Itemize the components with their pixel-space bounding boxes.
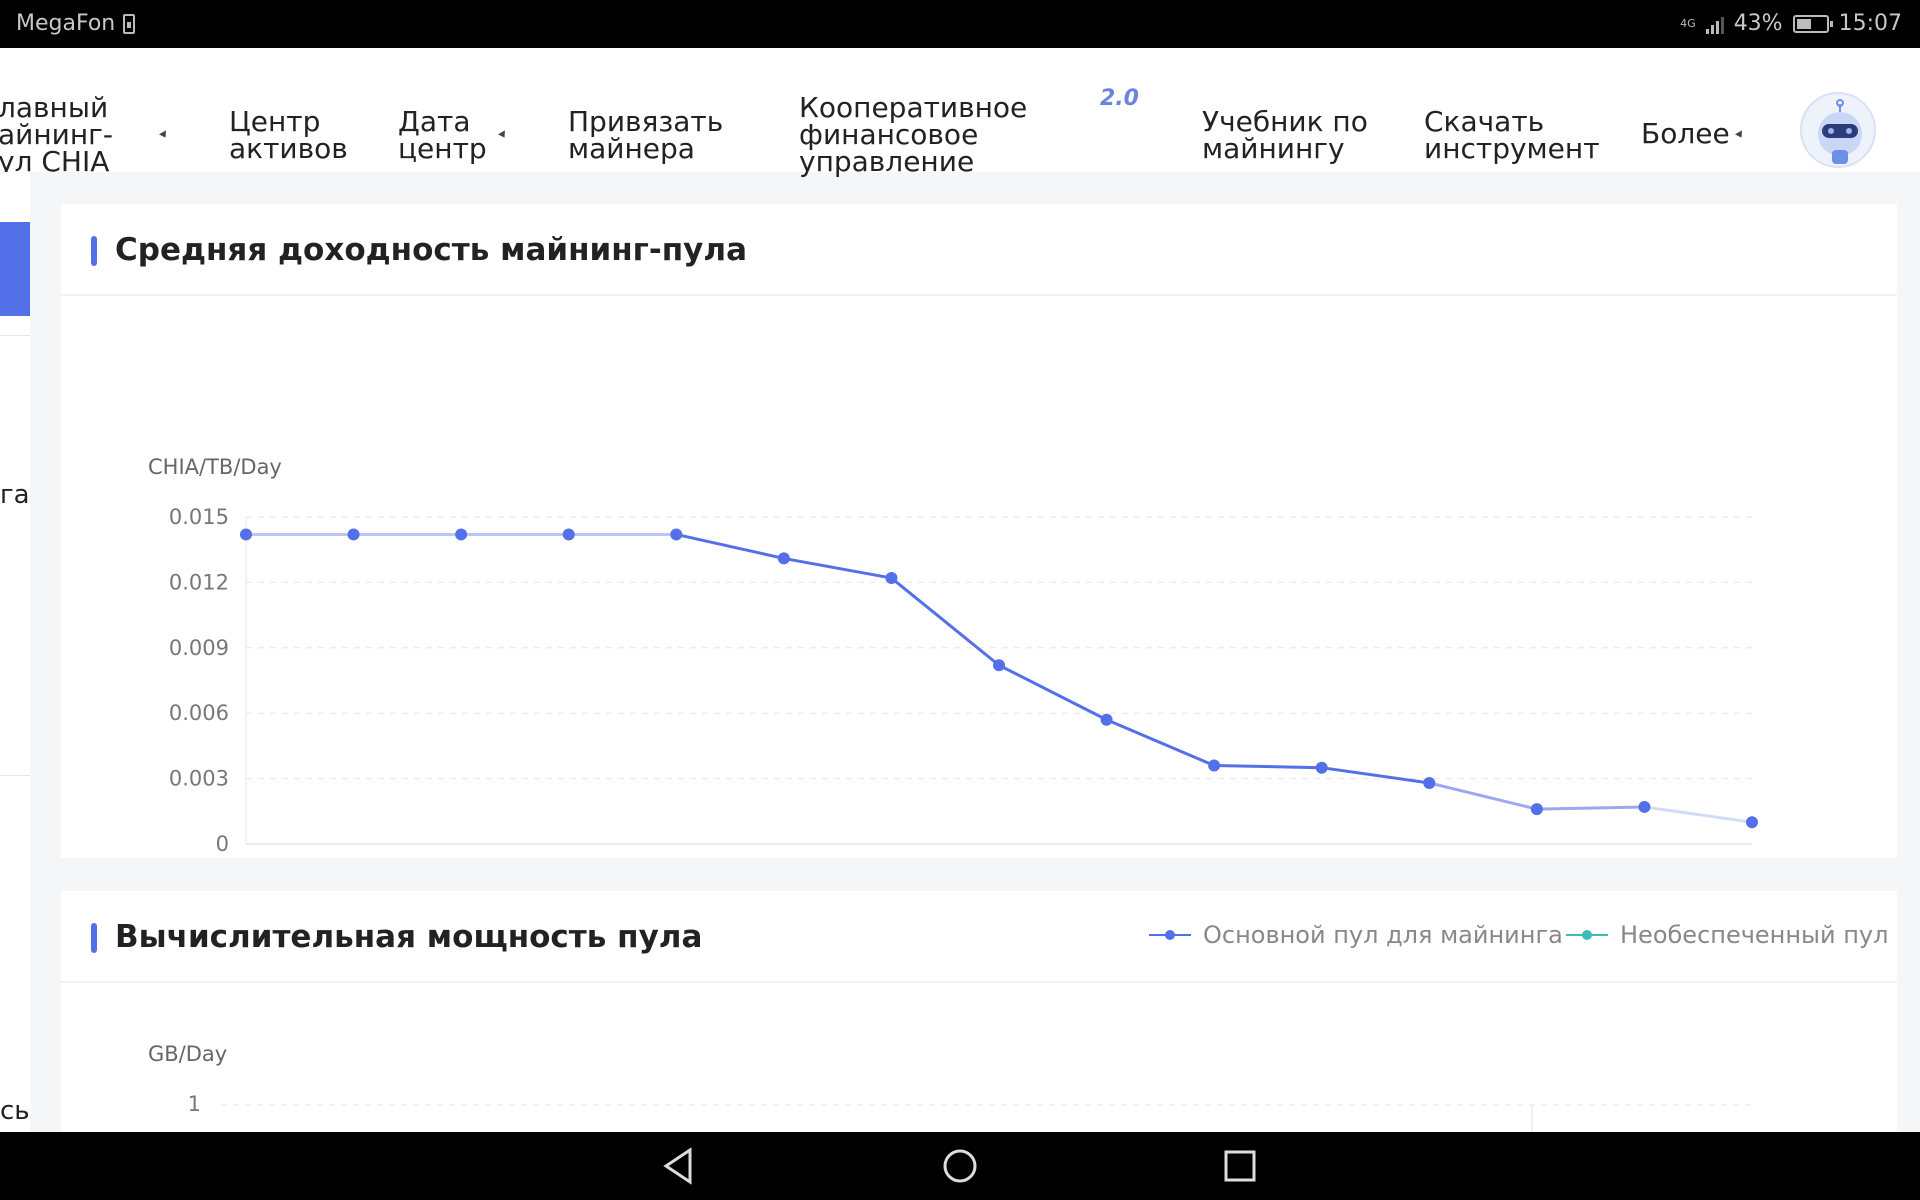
network-type: 4G <box>1680 16 1696 30</box>
recents-button[interactable] <box>1218 1144 1262 1188</box>
legend-item-main-pool[interactable]: Основной пул для майнинга <box>1149 921 1563 949</box>
data-point <box>1530 803 1543 816</box>
y-tick-label: 0 <box>216 832 229 856</box>
back-button[interactable] <box>658 1144 702 1188</box>
legend-item-unsecured-pool[interactable]: Необеспеченный пул <box>1566 921 1888 949</box>
data-point <box>1746 816 1758 829</box>
legend-line-icon <box>1149 930 1191 940</box>
divider <box>0 775 30 776</box>
data-point <box>562 528 575 541</box>
battery-percent: 43% <box>1733 11 1783 36</box>
signal-icon <box>1705 14 1724 34</box>
data-point <box>1315 761 1328 774</box>
status-bar: MegaFon 4G 43% 15:07 <box>0 0 1920 48</box>
home-icon <box>943 1149 977 1183</box>
nav-item-download-tool[interactable]: Скачать инструмент <box>1424 105 1600 165</box>
data-point <box>1100 713 1113 726</box>
chevron-down-icon[interactable] <box>1735 130 1745 140</box>
robot-avatar-icon <box>1818 99 1862 164</box>
nav-item-cooperative-finance[interactable]: Кооперативное финансовое управление <box>799 91 1028 178</box>
data-point <box>1208 759 1221 772</box>
chevron-down-icon[interactable] <box>498 130 508 140</box>
home-button[interactable] <box>938 1144 982 1188</box>
line-segment <box>1105 718 1215 767</box>
y-tick-label: 0.015 <box>169 505 229 529</box>
title-accent-bar <box>91 923 97 953</box>
sidebar: га сь <box>0 172 30 1132</box>
status-indicators: 4G 43% 15:07 <box>1680 11 1902 36</box>
battery-icon <box>1792 14 1833 33</box>
line-segment <box>890 576 1000 667</box>
data-point <box>1423 776 1436 789</box>
back-icon <box>663 1147 692 1185</box>
nav-item-asset-center[interactable]: Центр активов <box>229 105 348 165</box>
sidebar-item-active[interactable] <box>0 222 30 316</box>
nav-item-mining-tutorial[interactable]: Учебник по майнингу <box>1202 105 1368 165</box>
nav-item-mining-pool[interactable]: лавный айнинг- ул CHIA <box>0 91 113 178</box>
data-point <box>240 528 252 541</box>
top-nav: лавный айнинг- ул CHIA Центр активов Дат… <box>0 48 1920 178</box>
line-segment <box>998 663 1108 722</box>
line-segment <box>783 556 892 580</box>
line-segment <box>675 532 785 560</box>
data-point <box>670 528 683 541</box>
legend-line-icon <box>1566 930 1608 940</box>
sidebar-item-label[interactable]: га <box>0 480 30 510</box>
y-tick-label: 0.006 <box>169 701 229 725</box>
chart-grid <box>245 516 1752 845</box>
recents-icon <box>1224 1150 1256 1182</box>
clock: 15:07 <box>1838 11 1902 36</box>
line-segment <box>1536 805 1645 811</box>
sidebar-item-label[interactable]: сь <box>0 1096 30 1126</box>
y-tick-label: 1 <box>188 1092 201 1116</box>
legend-label: Необеспеченный пул <box>1620 921 1889 949</box>
nav-item-more[interactable]: Более <box>1641 117 1730 150</box>
chevron-down-icon[interactable] <box>159 130 169 140</box>
series-points <box>240 528 1758 829</box>
title-accent-bar <box>91 236 97 266</box>
power-card: Вычислительная мощность пула Основной пу… <box>61 891 1897 1132</box>
data-point <box>347 528 360 541</box>
y-tick-label: 0.003 <box>169 767 229 791</box>
legend-label: Основной пул для майнинга <box>1203 921 1563 949</box>
line-segment <box>1214 764 1322 770</box>
nav-item-bind-miner[interactable]: Привязать майнера <box>568 105 724 165</box>
nav-item-data-center[interactable]: Дата центр <box>398 105 487 165</box>
data-point <box>885 572 898 585</box>
version-badge: 2.0 <box>1100 86 1139 111</box>
y-tick-label: 0.009 <box>169 636 229 660</box>
sim-icon <box>123 13 136 34</box>
card-header: Средняя доходность майнинг-пула <box>61 204 1897 296</box>
power-chart: GB/Day 1 <box>148 1042 1751 1132</box>
card-title: Средняя доходность майнинг-пула <box>115 232 747 268</box>
y-axis-ticks: 0 0.003 0.006 0.009 0.012 0.015 <box>169 505 229 856</box>
card-title: Вычислительная мощность пула <box>115 919 703 955</box>
line-segment <box>1321 766 1430 785</box>
line-segment <box>1644 805 1753 824</box>
line-segment <box>1428 781 1538 811</box>
data-point <box>455 528 468 541</box>
card-header: Вычислительная мощность пула Основной пу… <box>61 891 1897 983</box>
system-nav-bar <box>0 1132 1920 1200</box>
data-point <box>1638 800 1651 813</box>
divider <box>0 335 30 336</box>
data-point <box>993 659 1005 672</box>
carrier-name: MegaFon <box>16 11 116 36</box>
data-point <box>777 552 790 565</box>
y-tick-label: 0.012 <box>169 570 229 594</box>
carrier-group: MegaFon <box>16 11 136 36</box>
y-axis-unit: CHIA/TB/Day <box>148 455 282 479</box>
avatar[interactable] <box>1800 92 1876 168</box>
income-card: Средняя доходность майнинг-пула CHIA/TB/… <box>61 204 1897 884</box>
series-line <box>246 532 1753 824</box>
y-axis-unit: GB/Day <box>148 1042 227 1066</box>
